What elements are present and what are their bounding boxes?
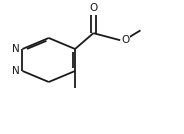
- Text: N: N: [12, 66, 20, 76]
- Text: O: O: [122, 35, 130, 45]
- Text: N: N: [12, 44, 20, 54]
- Text: O: O: [89, 3, 98, 13]
